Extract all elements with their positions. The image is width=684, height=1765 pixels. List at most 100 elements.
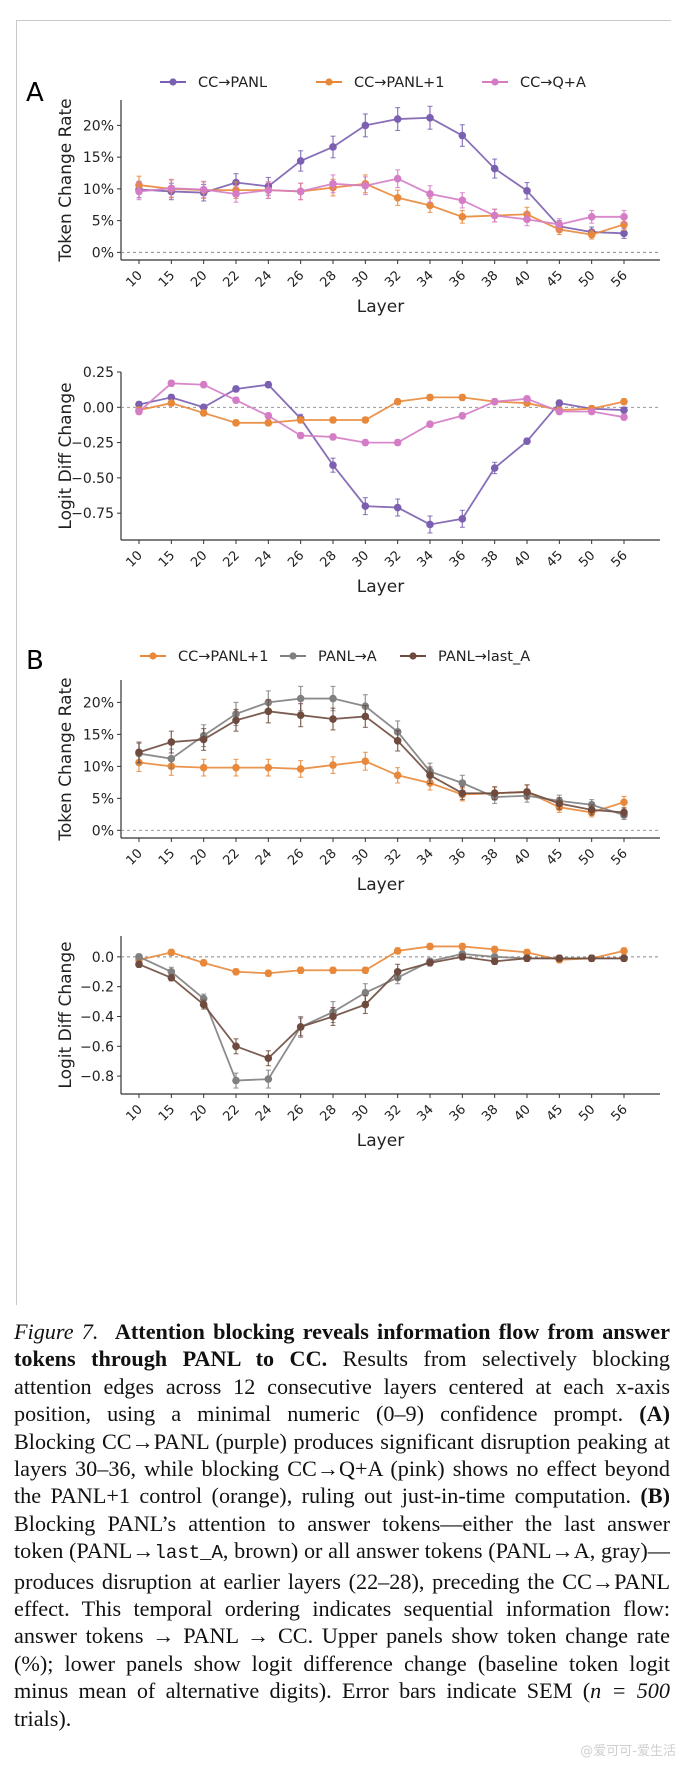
data-point bbox=[490, 789, 499, 798]
y-tick-label: 0.00 bbox=[83, 400, 114, 416]
legend-item-panl-to-a: PANL→A bbox=[280, 649, 377, 665]
x-axis-label: Layer bbox=[357, 577, 404, 597]
data-point bbox=[361, 988, 370, 997]
data-point bbox=[361, 757, 370, 766]
x-tick-label: 40 bbox=[512, 1102, 534, 1124]
x-tick-label: 38 bbox=[479, 268, 501, 290]
data-point bbox=[135, 187, 143, 196]
data-point bbox=[199, 185, 208, 194]
x-tick-label: 36 bbox=[447, 548, 469, 570]
data-point bbox=[393, 115, 402, 123]
data-point bbox=[264, 1054, 273, 1063]
x-tick-label: 30 bbox=[350, 846, 372, 868]
x-tick-label: 26 bbox=[285, 1102, 307, 1124]
caption-label-b: (B) bbox=[640, 1483, 670, 1509]
x-tick-label: 20 bbox=[188, 548, 210, 570]
legend-item-cc-to-panl-1: CC→PANL+1 bbox=[316, 75, 444, 91]
data-point bbox=[393, 397, 402, 406]
data-point bbox=[264, 763, 273, 772]
chart-a-logit-diff-change: 0.25 0.00 −0.25 −0.50 −0.75 10 15 20 22 24 26 28 30 3… bbox=[56, 365, 660, 597]
series-line bbox=[138, 383, 625, 526]
x-tick-label: 26 bbox=[285, 846, 307, 868]
data-point bbox=[490, 957, 499, 966]
y-axis-label: Token Change Rate bbox=[56, 98, 76, 262]
data-point bbox=[329, 180, 337, 188]
data-point bbox=[199, 1000, 208, 1009]
legend-item-panl-to-last-a: PANL→last_A bbox=[400, 649, 530, 665]
data-point bbox=[426, 190, 434, 198]
x-tick-label: 45 bbox=[544, 846, 566, 868]
y-axis-label: Token Change Rate bbox=[56, 677, 76, 841]
data-point bbox=[620, 220, 628, 229]
data-point bbox=[296, 694, 305, 703]
data-point bbox=[296, 711, 305, 719]
data-point bbox=[361, 966, 370, 975]
data-point bbox=[620, 413, 628, 421]
series-line bbox=[138, 952, 624, 1082]
data-point bbox=[393, 771, 402, 780]
legend-item-cc-to-q-a: CC→Q+A bbox=[482, 75, 586, 91]
y-axis-label: Logit Diff Change bbox=[56, 941, 76, 1088]
caption-label-a: (A) bbox=[639, 1401, 670, 1427]
data-point bbox=[296, 966, 305, 975]
data-point bbox=[523, 215, 531, 224]
data-point bbox=[620, 808, 628, 817]
data-point bbox=[490, 945, 499, 954]
legend-swatch-marker bbox=[325, 78, 333, 86]
data-point bbox=[296, 416, 305, 424]
data-point bbox=[587, 230, 596, 239]
series-cc-to-q-a bbox=[135, 379, 628, 447]
x-tick-label: 32 bbox=[382, 1102, 404, 1124]
x-tick-label: 36 bbox=[447, 846, 469, 868]
data-point bbox=[199, 763, 208, 772]
data-point bbox=[458, 515, 467, 523]
y-tick-label: −0.25 bbox=[71, 436, 114, 452]
data-point bbox=[555, 399, 564, 407]
x-tick-label: 56 bbox=[609, 846, 631, 868]
data-point bbox=[296, 765, 305, 773]
x-tick-label: 15 bbox=[156, 1102, 178, 1124]
series-panl-to-last-a bbox=[135, 699, 628, 818]
data-point bbox=[135, 748, 143, 757]
data-point bbox=[393, 947, 402, 955]
series-line bbox=[138, 955, 624, 1060]
data-point bbox=[426, 201, 434, 210]
legend-label: CC→Q+A bbox=[520, 75, 586, 91]
x-tick-label: 22 bbox=[221, 268, 243, 290]
data-point bbox=[264, 969, 273, 978]
series-cc-to-panl-1 bbox=[135, 751, 628, 818]
data-point bbox=[523, 395, 531, 403]
x-tick-label: 45 bbox=[544, 268, 566, 290]
data-point bbox=[329, 416, 337, 424]
data-point bbox=[523, 948, 531, 957]
legend-swatch-marker bbox=[409, 652, 417, 660]
chart-b-token-change-rate: 0% 5% 10% 15% 20% 10 15 20 22 24 26 28 30 32 34 36 38 40 4… bbox=[56, 649, 660, 895]
x-tick-label: 26 bbox=[285, 268, 307, 290]
data-point bbox=[458, 213, 467, 221]
legend-swatch-marker bbox=[491, 78, 499, 86]
data-point bbox=[426, 771, 434, 780]
data-point bbox=[426, 942, 434, 951]
data-point bbox=[361, 438, 370, 447]
figure-caption: Figure 7. Attention blocking reveals inf… bbox=[14, 1318, 670, 1732]
data-point bbox=[490, 211, 499, 220]
data-point bbox=[555, 954, 564, 963]
data-point bbox=[296, 431, 305, 440]
data-point bbox=[490, 464, 499, 472]
data-point bbox=[620, 229, 628, 238]
data-point bbox=[458, 131, 467, 140]
y-tick-label: −0.4 bbox=[80, 1009, 114, 1025]
data-point bbox=[167, 948, 176, 957]
series-line bbox=[138, 945, 625, 975]
caption-n-expression: n = 500 bbox=[590, 1678, 670, 1704]
data-point bbox=[620, 397, 628, 406]
data-point bbox=[167, 399, 176, 407]
data-point bbox=[523, 186, 531, 195]
y-tick-label: −0.6 bbox=[80, 1039, 114, 1055]
data-point bbox=[264, 419, 273, 427]
data-point bbox=[620, 406, 628, 414]
caption-text-3: Blocking PANL’s attention to answer toke… bbox=[14, 1510, 670, 1564]
y-tick-label: 0.25 bbox=[83, 365, 114, 381]
y-tick-label: 20% bbox=[83, 118, 114, 134]
x-axis-label: Layer bbox=[357, 1131, 404, 1151]
